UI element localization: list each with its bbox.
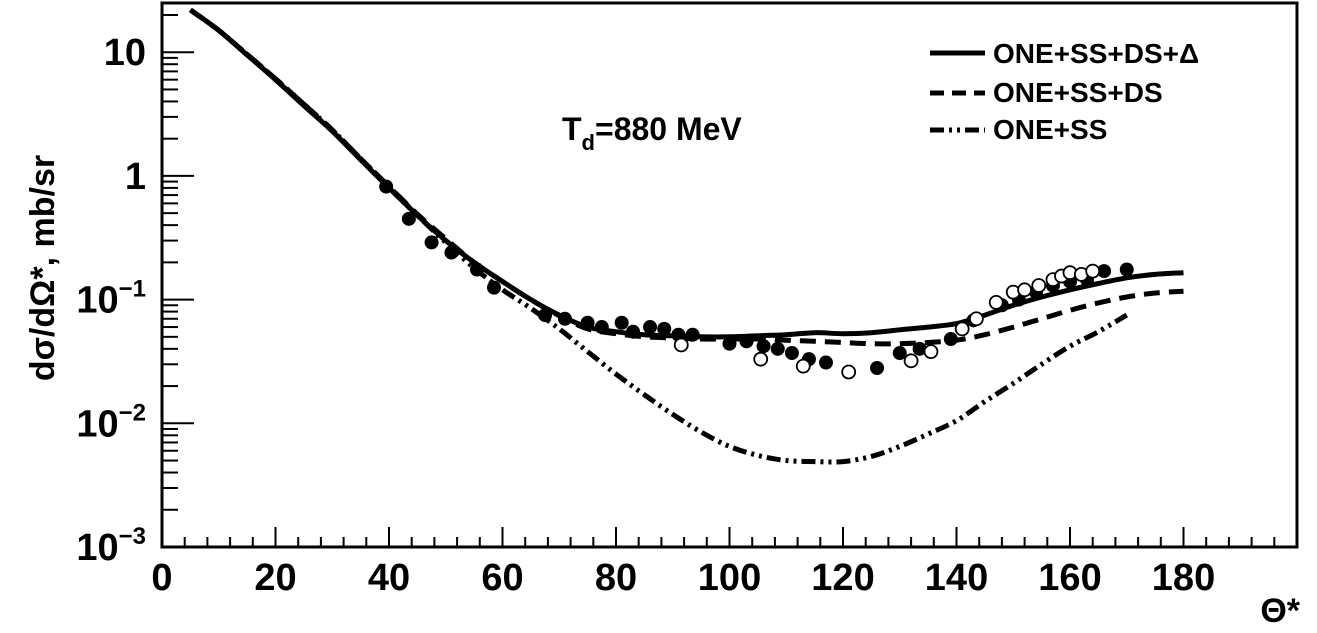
- data-point-filled: [685, 327, 700, 342]
- data-point-filled: [594, 320, 609, 335]
- data-point-filled: [626, 324, 641, 339]
- data-point-open: [841, 364, 857, 380]
- data-point-open: [673, 337, 689, 353]
- x-tick-label: 80: [595, 557, 637, 599]
- data-point-filled: [379, 179, 394, 194]
- data-point-filled: [486, 280, 501, 295]
- data-point-filled: [722, 336, 737, 351]
- data-point-filled: [657, 321, 672, 336]
- data-point-open: [968, 311, 984, 327]
- data-point-filled: [538, 308, 553, 323]
- data-point-filled: [739, 334, 754, 349]
- y-tick-exponent: −1: [119, 276, 146, 303]
- data-point-open: [903, 353, 919, 369]
- data-point-filled: [892, 346, 907, 361]
- data-point-filled: [469, 262, 484, 277]
- data-point-open: [988, 294, 1004, 310]
- data-point-filled: [870, 360, 885, 375]
- x-tick-label: 100: [698, 557, 761, 599]
- data-point-filled: [784, 346, 799, 361]
- data-point-filled: [1097, 264, 1112, 279]
- legend: ONE+SS+DS+Δ ONE+SS+DS ONE+SS: [930, 38, 1199, 145]
- y-tick-label: 10: [104, 32, 146, 74]
- x-tick-label: 40: [368, 557, 410, 599]
- y-tick-label: 10−3: [76, 523, 146, 569]
- x-axis-title: Θ*: [1260, 592, 1300, 630]
- y-tick-base: 10: [76, 527, 118, 569]
- legend-label-3: ONE+SS: [993, 114, 1107, 145]
- x-tick-label: 120: [811, 557, 874, 599]
- x-tick-label: 160: [1038, 557, 1101, 599]
- data-point-filled: [444, 245, 459, 260]
- data-point-filled: [424, 235, 439, 250]
- data-point-open: [795, 358, 811, 374]
- data-point-filled: [1119, 262, 1134, 277]
- data-point-filled: [643, 320, 658, 335]
- y-tick-label: 10−1: [76, 276, 146, 322]
- data-point-filled: [943, 332, 958, 347]
- data-point-open: [923, 344, 939, 359]
- data-point-filled: [912, 341, 927, 356]
- y-tick-label: 1: [125, 156, 146, 198]
- y-tick-base: 10: [76, 403, 118, 445]
- data-point-open: [954, 321, 970, 337]
- data-point-open: [1031, 278, 1047, 293]
- legend-label-1: ONE+SS+DS+Δ: [993, 38, 1199, 69]
- y-tick-exponent: −2: [119, 399, 146, 426]
- y-tick-base: 10: [76, 280, 118, 322]
- data-point-open: [1017, 282, 1032, 298]
- legend-label-2: ONE+SS+DS: [993, 77, 1163, 108]
- x-tick-label: 20: [254, 557, 296, 599]
- y-tick-exponent: −3: [119, 523, 146, 550]
- x-tick-label: 140: [925, 557, 988, 599]
- data-point-open: [1085, 263, 1101, 279]
- x-tick-label: 0: [151, 557, 172, 599]
- data-point-filled: [557, 311, 572, 326]
- data-point-filled: [614, 315, 629, 330]
- data-point-filled: [770, 341, 785, 356]
- y-tick-label: 10−2: [76, 399, 146, 445]
- data-point-filled: [401, 211, 416, 226]
- data-point-filled: [818, 355, 833, 370]
- data-point-open: [753, 351, 769, 367]
- series-curve-dashdotdot: [188, 7, 1129, 465]
- data-point-filled: [756, 339, 771, 354]
- x-tick-label: 60: [481, 557, 523, 599]
- points-layer: [379, 179, 1134, 380]
- energy-annotation: Td=880 MeV: [562, 111, 742, 155]
- x-tick-label: 180: [1152, 557, 1215, 599]
- y-axis-title: dσ/dΩ*, mb/sr: [24, 155, 62, 381]
- data-point-filled: [580, 315, 595, 330]
